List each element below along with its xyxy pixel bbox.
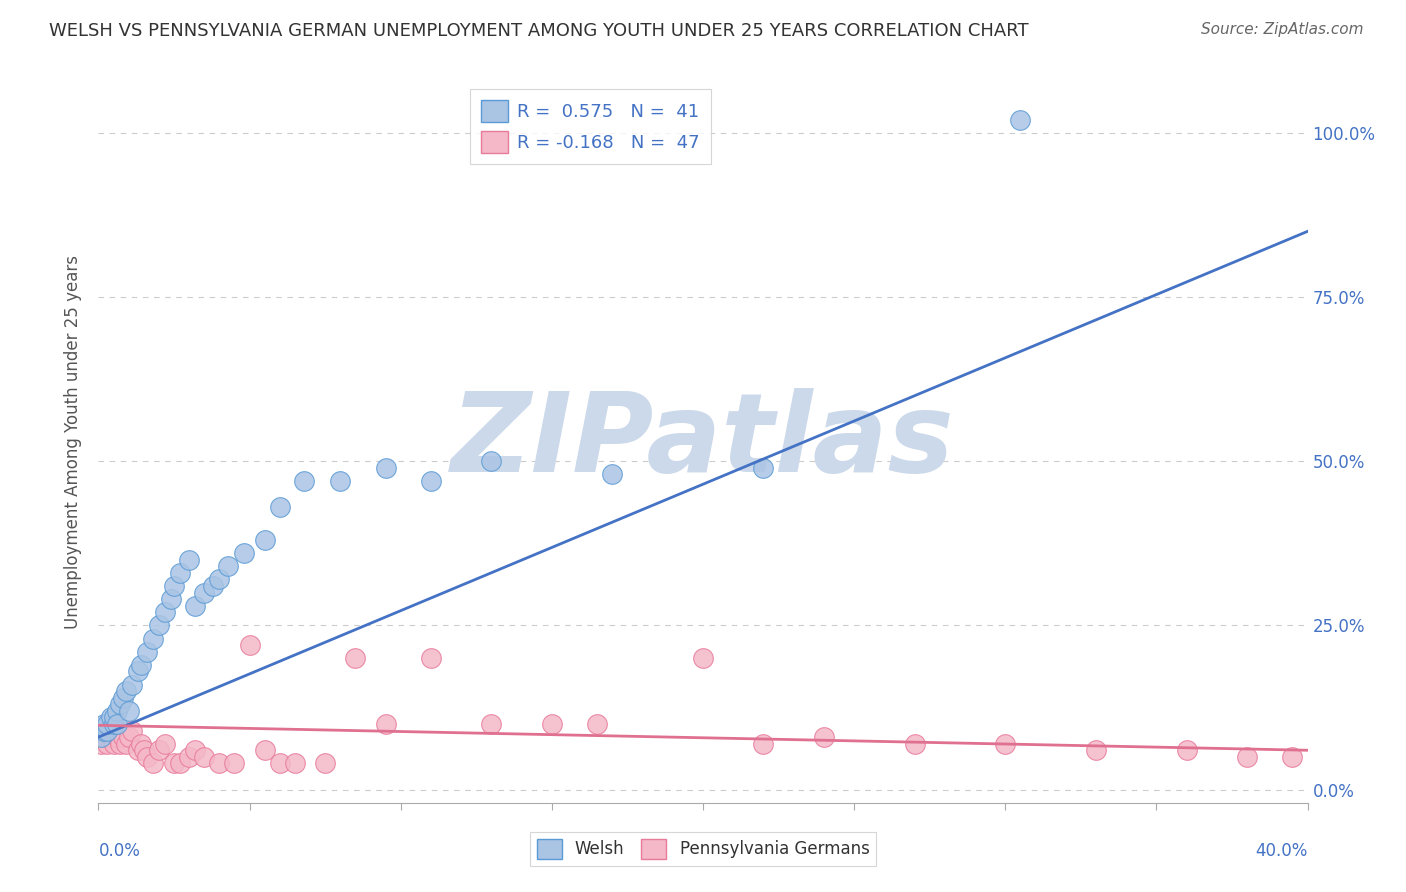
Point <box>160 592 183 607</box>
Point <box>420 474 443 488</box>
Point <box>314 756 336 771</box>
Point <box>96 723 118 738</box>
Point <box>105 730 128 744</box>
Point <box>142 632 165 646</box>
Point <box>118 704 141 718</box>
Point <box>132 743 155 757</box>
Point <box>253 533 276 547</box>
Point <box>100 710 122 724</box>
Point <box>135 749 157 764</box>
Point <box>481 717 503 731</box>
Point <box>284 756 307 771</box>
Point <box>148 743 170 757</box>
Point <box>224 756 246 771</box>
Point <box>184 743 207 757</box>
Point <box>202 579 225 593</box>
Point <box>1085 743 1108 757</box>
Point <box>179 749 201 764</box>
Point <box>103 710 125 724</box>
Point <box>135 645 157 659</box>
Point <box>269 756 291 771</box>
Text: 0.0%: 0.0% <box>98 842 141 860</box>
Point <box>752 737 775 751</box>
Point <box>169 566 191 580</box>
Point <box>100 730 122 744</box>
Point <box>121 723 143 738</box>
Point <box>904 737 927 751</box>
Point <box>217 559 239 574</box>
Point <box>692 651 714 665</box>
Point <box>105 717 128 731</box>
Point <box>232 546 254 560</box>
Point <box>129 737 152 751</box>
Point <box>374 717 396 731</box>
Point <box>93 717 115 731</box>
Point <box>184 599 207 613</box>
Point <box>269 500 291 515</box>
Point <box>329 474 352 488</box>
Point <box>118 730 141 744</box>
Point <box>90 737 112 751</box>
Point <box>193 749 215 764</box>
Point <box>114 684 136 698</box>
Point <box>1281 749 1303 764</box>
Point <box>93 730 115 744</box>
Point <box>111 690 134 705</box>
Point <box>105 704 128 718</box>
Point <box>193 585 215 599</box>
Point <box>103 723 125 738</box>
Point <box>111 730 134 744</box>
Point <box>121 677 143 691</box>
Point <box>1175 743 1198 757</box>
Point <box>142 756 165 771</box>
Legend: R =  0.575   N =  41, R = -0.168   N =  47: R = 0.575 N = 41, R = -0.168 N = 47 <box>470 89 710 164</box>
Legend: Welsh, Pennsylvania Germans: Welsh, Pennsylvania Germans <box>530 832 876 866</box>
Point <box>253 743 276 757</box>
Point <box>93 723 115 738</box>
Point <box>292 474 315 488</box>
Point <box>108 698 131 712</box>
Point <box>163 579 186 593</box>
Point <box>169 756 191 771</box>
Point <box>127 743 149 757</box>
Point <box>994 737 1017 751</box>
Point <box>752 460 775 475</box>
Point <box>148 618 170 632</box>
Point <box>96 737 118 751</box>
Point <box>602 467 624 482</box>
Point <box>96 723 118 738</box>
Point <box>153 737 176 751</box>
Point <box>108 737 131 751</box>
Point <box>163 756 186 771</box>
Point <box>586 717 609 731</box>
Point <box>90 730 112 744</box>
Text: WELSH VS PENNSYLVANIA GERMAN UNEMPLOYMENT AMONG YOUTH UNDER 25 YEARS CORRELATION: WELSH VS PENNSYLVANIA GERMAN UNEMPLOYMEN… <box>49 22 1029 40</box>
Point <box>114 737 136 751</box>
Text: Source: ZipAtlas.com: Source: ZipAtlas.com <box>1201 22 1364 37</box>
Point <box>103 737 125 751</box>
Text: 40.0%: 40.0% <box>1256 842 1308 860</box>
Point <box>208 756 231 771</box>
Point <box>96 717 118 731</box>
Point <box>103 717 125 731</box>
Point <box>239 638 262 652</box>
Point <box>813 730 835 744</box>
Point <box>1010 112 1032 127</box>
Point <box>481 454 503 468</box>
Point <box>540 717 562 731</box>
Y-axis label: Unemployment Among Youth under 25 years: Unemployment Among Youth under 25 years <box>65 254 83 629</box>
Point <box>129 657 152 672</box>
Point <box>1236 749 1258 764</box>
Point <box>420 651 443 665</box>
Text: ZIPatlas: ZIPatlas <box>451 388 955 495</box>
Point <box>208 573 231 587</box>
Point <box>179 553 201 567</box>
Point <box>153 605 176 619</box>
Point <box>374 460 396 475</box>
Point <box>127 665 149 679</box>
Point <box>344 651 367 665</box>
